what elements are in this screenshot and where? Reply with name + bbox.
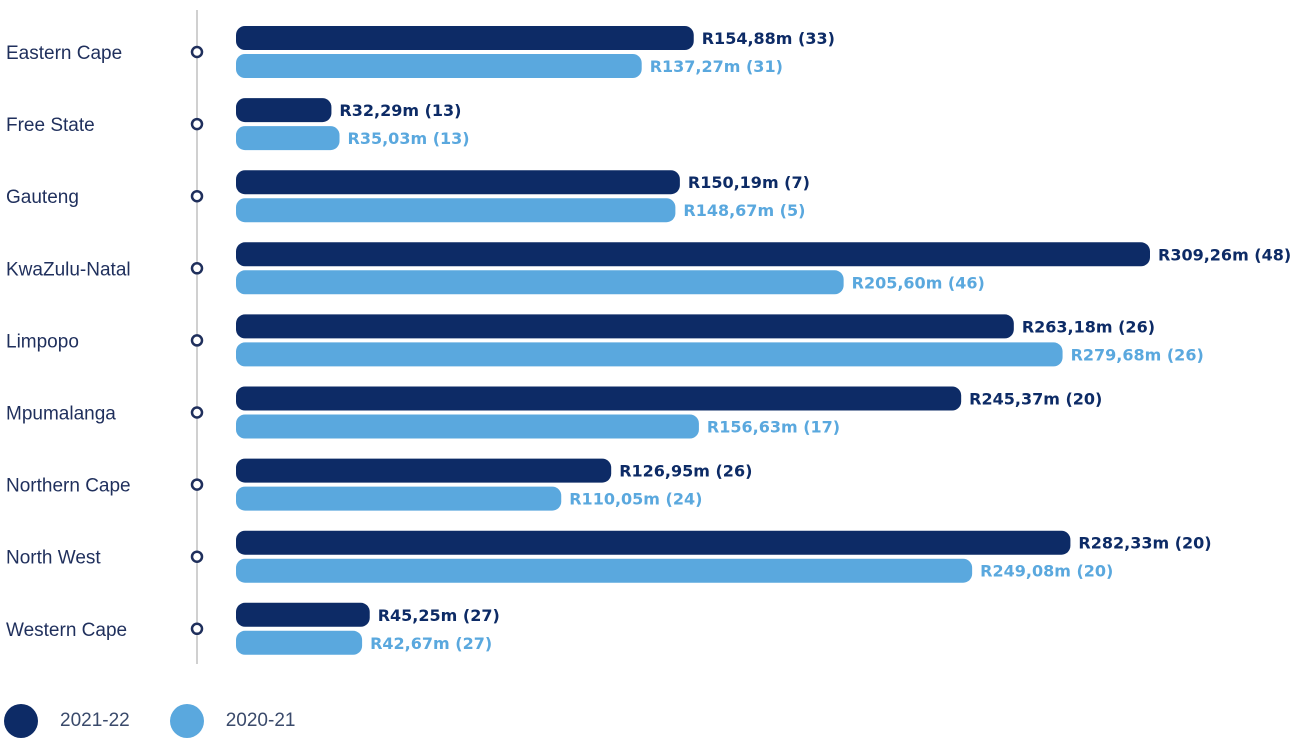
bar-2020-21 [236, 558, 973, 583]
legend-label-2021-22: 2021-22 [60, 710, 130, 731]
data-label: R279,68m (26) [1071, 345, 1204, 364]
category-marker [190, 622, 204, 636]
bar-2021-22 [236, 314, 1014, 339]
category-label: Northern Cape [6, 476, 131, 497]
bar-2021-22 [236, 26, 694, 50]
category-label: Mpumalanga [6, 404, 116, 425]
data-label: R35,03m (13) [348, 129, 470, 148]
legend-swatch-2021-22 [4, 704, 38, 738]
bar-2021-22 [236, 386, 962, 411]
data-label: R32,29m (13) [339, 101, 461, 120]
bar-2020-21 [236, 414, 699, 439]
category-label: Gauteng [6, 187, 79, 208]
bar-2020-21 [236, 198, 676, 223]
category-label: Eastern Cape [6, 43, 122, 64]
bar-2020-21 [236, 342, 1063, 367]
bar-2020-21 [236, 486, 562, 511]
legend-item-2020-21: 2020-21 [166, 704, 296, 738]
category-marker [190, 45, 204, 59]
bar-2020-21 [236, 54, 642, 78]
bar-2021-22 [236, 170, 680, 195]
category-marker [190, 117, 204, 131]
bar-2020-21 [236, 270, 844, 295]
bar-2021-22 [236, 458, 612, 483]
legend-swatch-2020-21 [169, 704, 204, 738]
bar-2021-22 [236, 530, 1071, 555]
data-label: R156,63m (17) [707, 418, 840, 437]
bar-2021-22 [236, 242, 1150, 267]
category-label: North West [6, 548, 101, 569]
data-label: R150,19m (7) [688, 173, 810, 192]
data-label: R42,67m (27) [370, 634, 492, 653]
category-label: Free State [6, 115, 95, 136]
legend-label-2020-21: 2020-21 [225, 710, 296, 731]
data-label: R45,25m (27) [378, 606, 500, 625]
data-label: R148,67m (5) [683, 201, 805, 220]
category-marker [190, 550, 204, 563]
data-label: R110,05m (24) [569, 490, 702, 509]
data-label: R263,18m (26) [1022, 317, 1155, 336]
legend: 2021-22 2020-21 [0, 700, 331, 742]
data-label: R137,27m (31) [650, 57, 783, 76]
category-marker [190, 406, 204, 419]
category-marker [190, 262, 204, 275]
data-label: R126,95m (26) [619, 462, 752, 481]
data-label: R249,08m (20) [980, 562, 1113, 581]
bar-2021-22 [236, 98, 332, 123]
data-label: R282,33m (20) [1078, 534, 1211, 553]
category-label: KwaZulu-Natal [6, 259, 131, 280]
category-label: Western Cape [6, 620, 127, 641]
data-label: R154,88m (33) [702, 29, 835, 48]
category-marker [190, 189, 204, 203]
category-label: Limpopo [6, 331, 79, 352]
bar-2020-21 [236, 126, 340, 151]
category-marker [190, 334, 204, 347]
legend-item-2021-22: 2021-22 [0, 704, 130, 738]
data-label: R309,26m (48) [1158, 245, 1291, 264]
bar-chart: Eastern Cape R154,88m (33) R137,27m (31) Fr… [6, 10, 1291, 664]
data-label: R205,60m (46) [852, 273, 985, 292]
category-marker [190, 478, 204, 491]
bar-2021-22 [236, 602, 370, 627]
bar-2020-21 [236, 630, 363, 655]
data-label: R245,37m (20) [969, 390, 1102, 409]
